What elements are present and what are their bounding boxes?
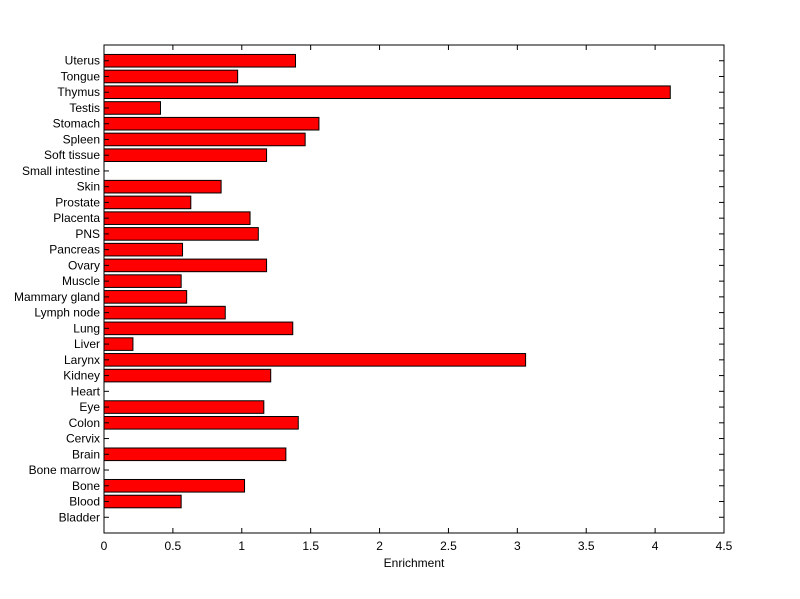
plot-frame [103,44,725,534]
y-tick-label: Tongue [61,69,101,83]
bar-pns [103,227,259,241]
bar-mammary-gland [103,290,188,304]
y-tick-label: PNS [75,227,100,241]
bar-lung [103,321,294,336]
x-tick-label: 2.5 [440,539,457,553]
bar-soft-tissue [103,148,268,162]
bars-group [103,53,671,509]
y-tick-label: Cervix [66,432,100,446]
bar-ovary [103,258,268,273]
y-tick-label: Bone [72,479,100,493]
x-tick-label: 3 [514,539,521,553]
x-axis-label: Enrichment [384,556,445,570]
bar-tongue [103,69,239,84]
y-tick-label: Prostate [55,195,100,209]
x-tick-label: 2 [376,539,383,553]
y-tick-label: Uterus [65,54,100,68]
x-tick-label: 0.5 [165,539,182,553]
y-tick-label: Soft tissue [44,148,100,162]
y-tick-label: Pancreas [49,243,100,257]
y-tick-label: Lymph node [34,306,100,320]
bar-pancreas [103,242,184,257]
bar-testis [103,101,161,115]
y-tick-label: Small intestine [22,164,100,178]
y-tick-label: Lung [73,321,100,335]
y-tick-label: Liver [74,337,100,351]
bar-placenta [103,211,251,225]
y-tick-label: Spleen [63,132,100,146]
y-tick-label: Ovary [68,258,100,272]
x-tick-label: 4.5 [716,539,733,553]
bar-thymus [103,85,671,100]
y-tick-label: Larynx [64,353,100,367]
bar-bone [103,478,246,493]
x-tick-label: 1.5 [302,539,319,553]
bar-eye [103,400,265,414]
y-tick-label: Skin [77,180,100,194]
bar-blood [103,494,182,509]
bar-lymph-node [103,305,226,320]
x-tick-label: 1 [238,539,245,553]
y-tick-label: Heart [71,384,101,398]
y-tick-label: Bladder [59,510,100,524]
y-tick-label: Colon [69,416,100,430]
bar-larynx [103,353,527,367]
x-tick-label: 3.5 [578,539,595,553]
bar-skin [103,179,222,194]
y-tick-label: Kidney [63,369,100,383]
y-tick-label: Muscle [62,274,100,288]
y-tick-label: Stomach [53,117,100,131]
x-tick-label: 4 [652,539,659,553]
bar-prostate [103,195,192,210]
y-tick-label: Blood [69,495,100,509]
y-tick-label: Mammary gland [14,290,100,304]
y-tick-label: Eye [79,400,100,414]
x-tick-label: 0 [101,539,108,553]
bar-brain [103,447,287,462]
bar-kidney [103,368,272,383]
y-tick-label: Bone marrow [29,463,101,477]
y-tick-label: Thymus [57,85,100,99]
bar-stomach [103,116,320,131]
x-axis-ticks: 0 0.5 1 1.5 2 2.5 3 3.5 4 4.5 [101,45,733,553]
bar-uterus [103,53,297,68]
bar-spleen [103,132,306,147]
y-tick-label: Brain [72,447,100,461]
y-tick-label: Testis [69,101,100,115]
bar-muscle [103,274,182,288]
bar-colon [103,416,299,430]
y-tick-label: Placenta [53,211,100,225]
